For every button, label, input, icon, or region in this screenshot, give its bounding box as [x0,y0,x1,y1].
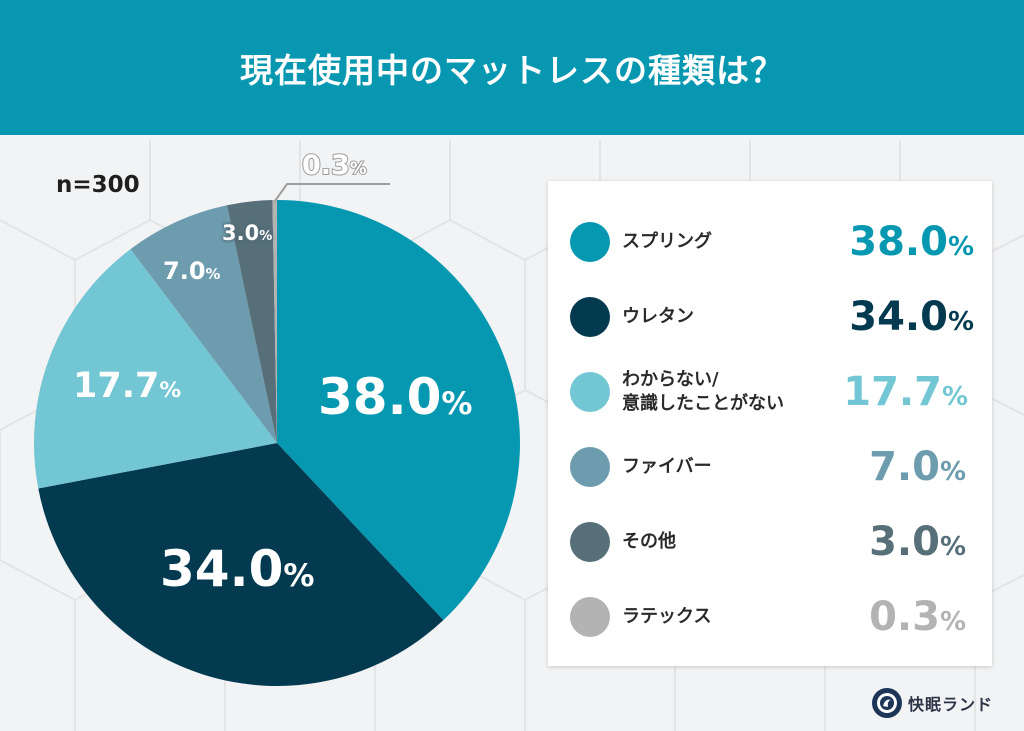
pie-label-fiber: 7.0% [163,257,221,285]
pie-label-spring: 38.0% [318,368,473,426]
brand-logo-icon [872,688,902,718]
legend-color-dot [570,297,610,337]
legend-value: 3.0% [869,519,966,565]
brand-logo-group: 快眠ランド [872,688,993,718]
legend-label: ラテックス [622,606,712,627]
pie-label-unknown: 17.7% [73,366,182,406]
pie-chart [33,183,520,686]
brand-name: 快眠ランド [908,695,994,714]
legend-value: 17.7% [843,369,968,415]
legend-value: 7.0% [869,444,966,490]
legend-item-other: その他 3.0% [548,512,992,572]
legend-color-dot [570,522,610,562]
pie-label-urethane: 34.0% [160,540,315,598]
pie-slice [277,200,520,621]
pie-label-other: 3.0% [222,221,273,245]
legend-value: 34.0% [849,294,974,340]
legend-label: わからない/ 意識したことがない [622,369,784,414]
pie-label-latex: 0.3% [301,149,368,182]
legend-item-unknown: わからない/ 意識したことがない 17.7% [548,362,992,422]
pie-slice [272,199,277,443]
legend-value: 0.3% [869,594,966,640]
legend-color-dot [570,597,610,637]
legend-color-dot [570,447,610,487]
chart-title: 現在使用中のマットレスの種類は？ [240,50,784,90]
legend-label: ファイバー [622,456,712,477]
legend-label: スプリング [622,231,712,252]
legend-item-latex: ラテックス 0.3% [548,587,992,647]
pie-slice [33,249,277,489]
legend-label: その他 [622,531,676,552]
legend-item-urethane: ウレタン 34.0% [548,287,992,347]
pie-slice [130,205,277,443]
legend-label: ウレタン [622,306,694,327]
legend-item-spring: スプリング 38.0% [548,212,992,272]
pie-slice [38,443,444,686]
legend-color-dot [570,222,610,262]
pie-slices [33,199,520,686]
legend-value: 38.0% [849,219,974,265]
legend-panel: スプリング 38.0% ウレタン 34.0% わからない/ 意識したことがない … [548,181,992,666]
latex-leader-line [274,183,390,202]
legend-item-fiber: ファイバー 7.0% [548,437,992,497]
legend-color-dot [570,372,610,412]
pie-slice [226,200,277,443]
header-banner: 現在使用中のマットレスの種類は？ [0,0,1024,135]
sample-size-label: n=300 [56,172,140,198]
